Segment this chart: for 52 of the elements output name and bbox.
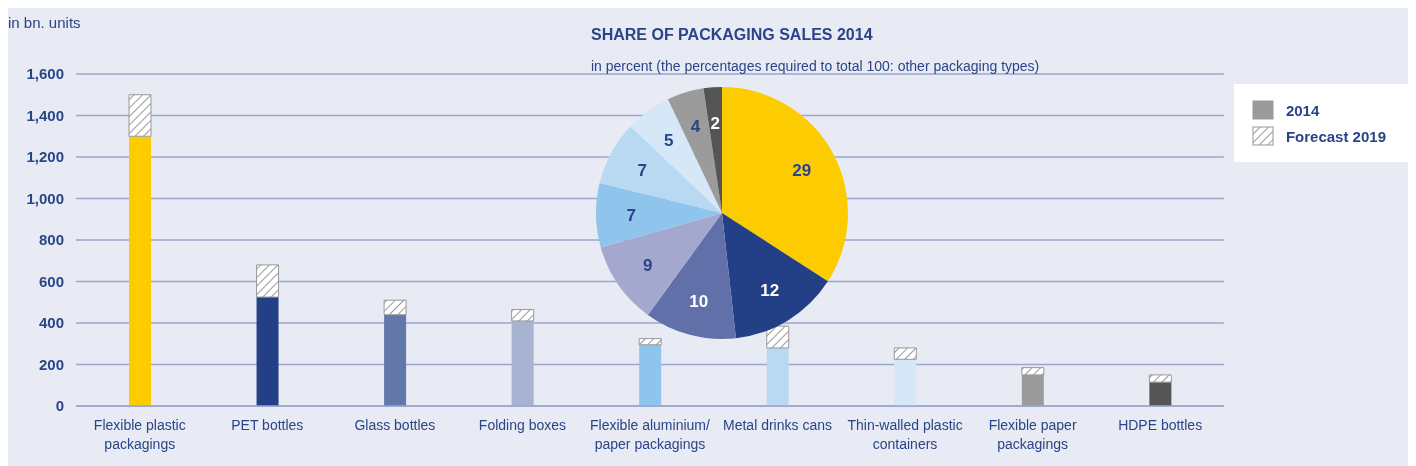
data-label: 2 — [710, 113, 721, 133]
bar — [384, 314, 407, 406]
y-tick-label: 400 — [38, 314, 64, 331]
y-tick-label: 0 — [55, 397, 64, 414]
bar — [256, 264, 280, 298]
x-tick-label: PET bottles — [231, 416, 304, 433]
chart-subtitle: in percent (the percentages required to total 100: other packaging types) — [591, 58, 1041, 74]
bar — [638, 338, 662, 346]
bar — [766, 347, 789, 406]
y-tick-label: 1,400 — [26, 106, 64, 124]
x-tick-label: Glass bottles — [354, 416, 436, 433]
y-axis-title: in bn. units — [8, 14, 81, 31]
pie-slice — [722, 87, 848, 282]
x-tick-label: Flexible aluminium/ paper packagings — [590, 416, 710, 452]
chart-title: SHARE OF PACKAGING SALES 2014 — [591, 26, 874, 44]
y-tick-label: 1,200 — [26, 148, 64, 165]
x-tick-label: Metal drinks cans — [723, 416, 832, 433]
data-label: 7 — [637, 160, 648, 180]
legend-label: 2014 — [1285, 101, 1320, 119]
bar — [766, 325, 790, 349]
pie-slice — [722, 213, 828, 339]
bar — [511, 309, 535, 322]
bar — [1149, 382, 1172, 406]
bar — [1148, 374, 1172, 383]
y-tick-label: 200 — [38, 355, 64, 373]
data-label: 12 — [760, 281, 780, 301]
bar — [128, 94, 152, 137]
y-tick-label: 1,000 — [26, 189, 64, 207]
bar — [129, 136, 151, 406]
pie-slice — [703, 87, 722, 213]
data-label: 7 — [626, 205, 637, 225]
x-tick-label: Flexible plastic packagings — [93, 416, 186, 452]
x-tick-label: Folding boxes — [478, 416, 566, 433]
bar — [383, 299, 407, 316]
bar — [256, 297, 279, 406]
bar — [894, 359, 917, 406]
bar — [639, 344, 662, 406]
x-tick-label: Thin-walled plastic containers — [847, 416, 963, 452]
bar — [893, 347, 917, 360]
y-tick-label: 600 — [38, 272, 64, 290]
data-label: 29 — [792, 160, 812, 180]
data-label: 10 — [689, 291, 709, 311]
bar — [511, 320, 534, 406]
data-label: 4 — [690, 117, 701, 137]
data-label: 5 — [663, 130, 674, 150]
x-tick-label: HDPE bottles — [1118, 416, 1203, 433]
data-label: 9 — [642, 255, 653, 275]
y-tick-label: 1,600 — [26, 65, 64, 82]
y-tick-label: 800 — [38, 231, 64, 248]
pie-slice — [596, 183, 722, 248]
legend-label: Forecast 2019 — [1285, 127, 1386, 145]
x-tick-label: Flexible paper packagings — [988, 416, 1077, 452]
